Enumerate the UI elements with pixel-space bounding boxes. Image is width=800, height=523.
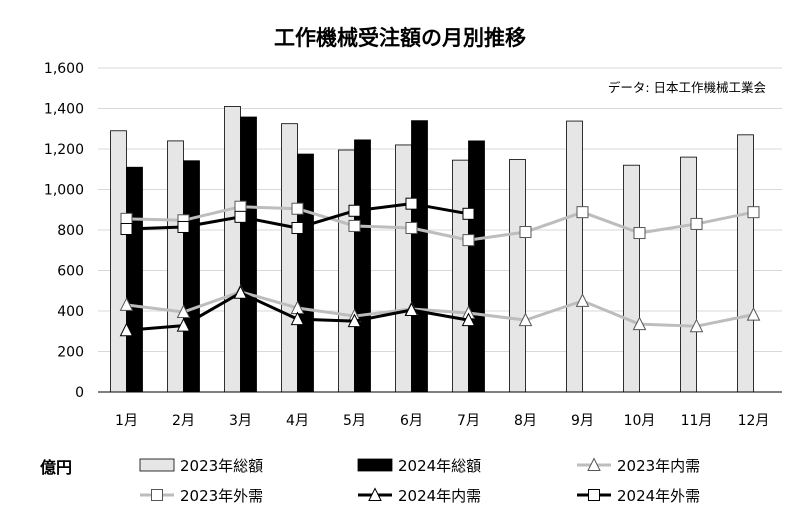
x-tick-label: 9月 [571, 413, 594, 429]
x-tick-label: 7月 [457, 413, 480, 429]
x-tick-label: 5月 [343, 413, 366, 429]
legend-label: 2023年総額 [180, 457, 263, 475]
legend-swatch [357, 458, 393, 472]
bar [354, 139, 371, 393]
triangle-marker [290, 311, 305, 326]
y-tick-label: 1,600 [44, 61, 84, 77]
series-line [126, 205, 754, 242]
square-marker [633, 227, 646, 240]
square-marker [576, 206, 589, 219]
square-marker [120, 212, 133, 225]
square-marker [348, 219, 361, 232]
square-marker [519, 226, 532, 239]
chart-title: 工作機械受注額の月別推移 [274, 26, 526, 50]
y-tick-label: 1,000 [44, 183, 84, 199]
bar [281, 123, 298, 393]
y-tick-label: 600 [57, 264, 84, 280]
triangle-marker [587, 457, 601, 471]
triangle-marker [404, 302, 419, 316]
triangle-marker [119, 322, 134, 337]
square-marker [234, 210, 247, 223]
x-tick-label: 10月 [624, 413, 656, 429]
square-marker [348, 204, 361, 217]
triangle-marker [176, 317, 191, 332]
triangle-marker [461, 312, 476, 327]
legend-swatch [139, 458, 175, 472]
x-tick-label: 2月 [172, 413, 195, 429]
square-marker [747, 206, 760, 219]
triangle-marker [518, 312, 533, 327]
legend-label: 2024年内需 [398, 487, 481, 505]
axes: 0 200 400 600 800 1,000 1,200 1,400 1,600 1月 2月 3月 4… [44, 61, 782, 429]
bar [297, 153, 314, 393]
y-tick-label: 200 [57, 345, 84, 361]
bar [452, 159, 469, 393]
legend-label: 2024年外需 [617, 487, 700, 505]
square-marker [462, 207, 475, 220]
y-tick-label: 1,400 [44, 102, 84, 118]
bar [623, 164, 640, 393]
data-source-note: データ: 日本工作機械工業会 [608, 80, 767, 95]
bar [566, 120, 583, 393]
line-marks [119, 197, 761, 337]
square-marker [405, 221, 418, 234]
triangle-marker [689, 318, 704, 333]
square-marker [405, 197, 418, 210]
triangle-marker [632, 316, 647, 331]
x-tick-label: 8月 [514, 413, 537, 429]
square-marker [151, 489, 163, 501]
triangle-marker [575, 293, 590, 307]
square-marker [234, 200, 247, 213]
triangle-marker [176, 304, 191, 319]
bar [737, 134, 754, 393]
x-tick-label: 6月 [400, 413, 423, 429]
x-tick-label: 4月 [286, 413, 309, 429]
x-tick-label: 11月 [681, 413, 713, 429]
bar [126, 166, 143, 393]
bar [468, 140, 485, 393]
square-marker [177, 220, 190, 233]
bar [338, 149, 355, 393]
square-marker [690, 217, 703, 230]
triangle-marker [119, 297, 134, 311]
x-tick-label: 1月 [115, 413, 138, 429]
bar [240, 116, 257, 393]
y-tick-label: 0 [75, 385, 84, 401]
y-tick-label: 800 [57, 223, 84, 239]
series-line [126, 290, 754, 328]
triangle-marker [368, 487, 382, 501]
legend-label: 2024年総額 [398, 457, 481, 475]
y-tick-label: 400 [57, 304, 84, 320]
bar [680, 156, 697, 393]
triangle-marker [347, 313, 362, 328]
triangle-marker [233, 285, 248, 299]
bar [167, 140, 184, 393]
bar [395, 144, 412, 393]
y-tick-label: 1,200 [44, 142, 84, 158]
bar [411, 120, 428, 393]
square-marker [588, 489, 600, 501]
bar [509, 159, 526, 393]
bar [183, 160, 200, 393]
square-marker [120, 222, 133, 235]
triangle-marker [746, 307, 761, 321]
legend-label: 2023年内需 [617, 457, 700, 475]
legend-label: 2023年外需 [180, 487, 263, 505]
unit-label: 億円 [40, 458, 72, 477]
bar [224, 106, 241, 393]
x-tick-label: 3月 [229, 413, 252, 429]
x-tick-label: 12月 [738, 413, 770, 429]
bar [110, 130, 127, 393]
legend: 2023年総額 2024年総額 2023年内需 2023年外需 2024年内需 2024年… [139, 457, 700, 505]
gridlines [98, 67, 782, 352]
square-marker [462, 234, 475, 247]
square-marker [291, 202, 304, 215]
square-marker [291, 221, 304, 234]
